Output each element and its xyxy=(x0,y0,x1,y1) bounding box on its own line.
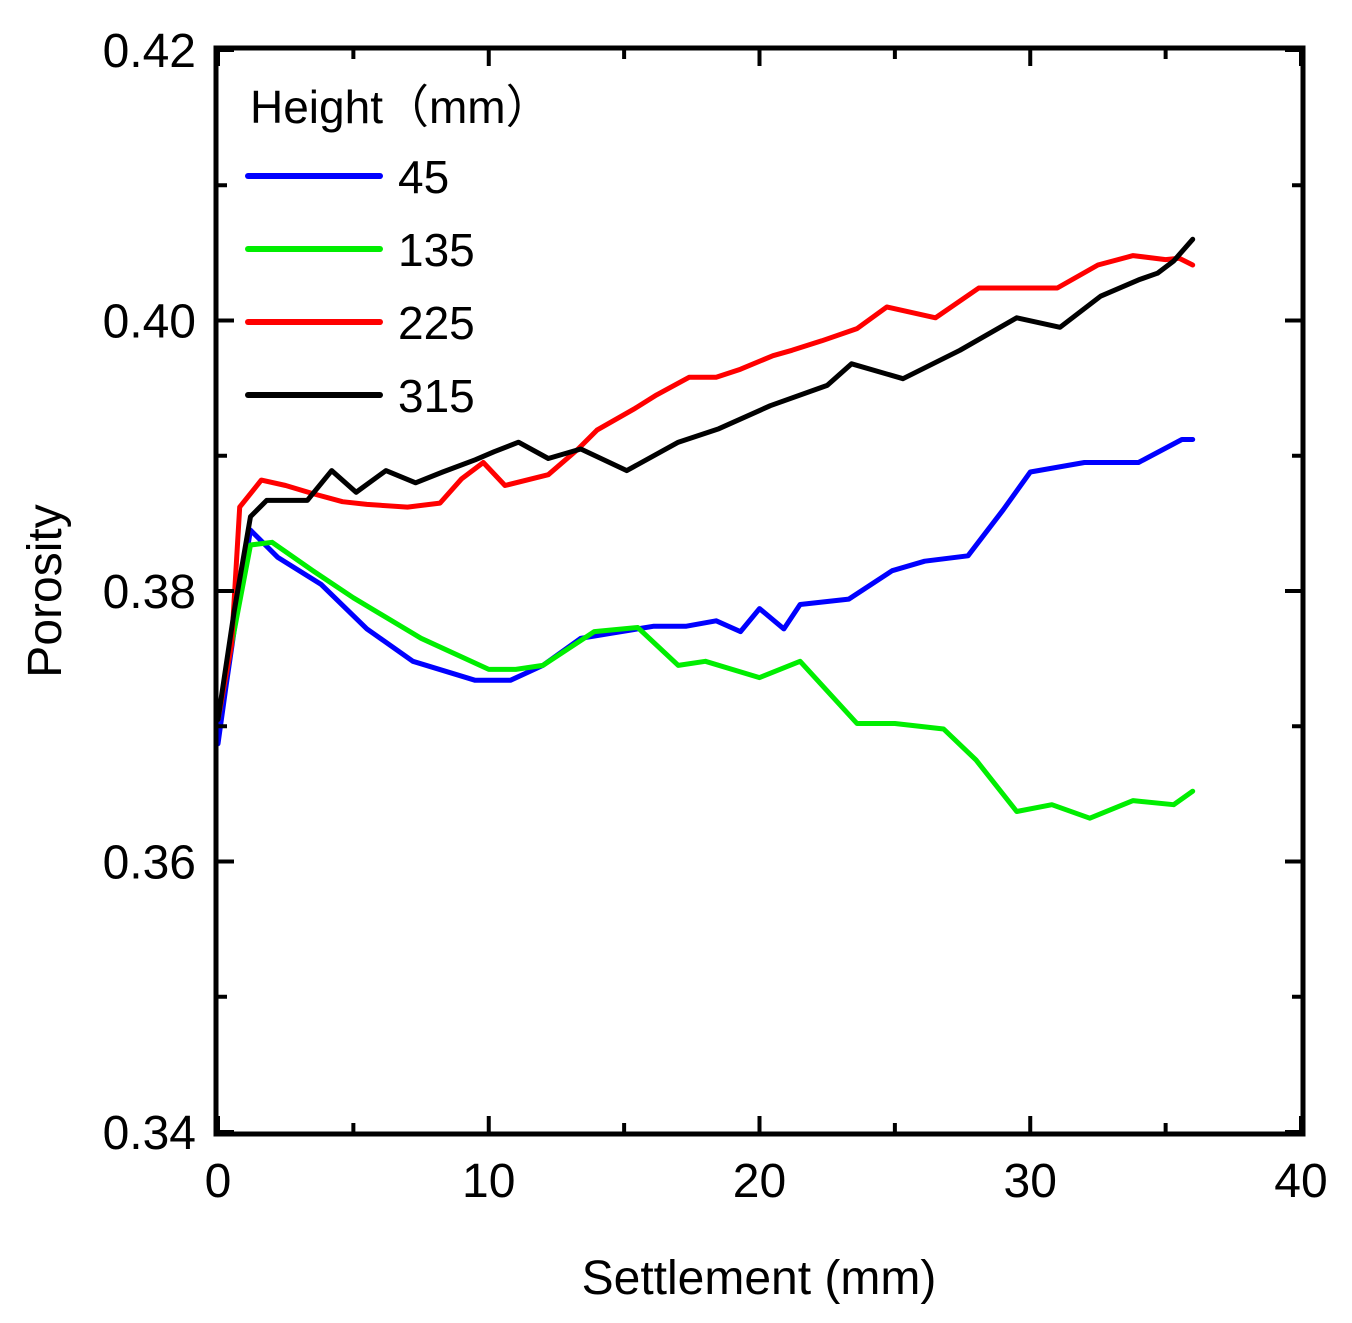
legend-label-45: 45 xyxy=(398,151,449,203)
y-axis-title: Porosity xyxy=(19,504,72,677)
x-axis-title: Settlement (mm) xyxy=(582,1252,937,1305)
plot-frame xyxy=(213,45,1306,1137)
legend-label-225: 225 xyxy=(398,297,475,349)
series-line-315 xyxy=(215,236,1196,722)
legend-label-315: 315 xyxy=(398,370,475,422)
y-tick-label: 0.36 xyxy=(103,837,196,890)
y-tick-label: 0.38 xyxy=(103,566,196,619)
series-line-225 xyxy=(215,253,1196,722)
legend: Height（mm） 45 135 225 315 xyxy=(245,81,552,422)
x-tick-label: 30 xyxy=(1004,1155,1057,1208)
y-tick-label: 0.34 xyxy=(103,1107,196,1160)
x-tick-label: 10 xyxy=(462,1155,515,1208)
series-layer xyxy=(215,236,1196,821)
x-tick-label: 40 xyxy=(1274,1155,1327,1208)
series-line-45 xyxy=(215,437,1196,747)
tick-labels-layer: 0 10 20 30 40 0.34 0.36 0.38 0.40 0.42 xyxy=(103,25,1328,1208)
legend-label-135: 135 xyxy=(398,224,475,276)
series-line-135 xyxy=(215,539,1196,821)
y-tick-label: 0.42 xyxy=(103,25,196,78)
x-tick-label: 20 xyxy=(733,1155,786,1208)
legend-title: Height（mm） xyxy=(250,81,552,133)
y-tick-label: 0.40 xyxy=(103,296,196,349)
x-tick-label: 0 xyxy=(205,1155,232,1208)
